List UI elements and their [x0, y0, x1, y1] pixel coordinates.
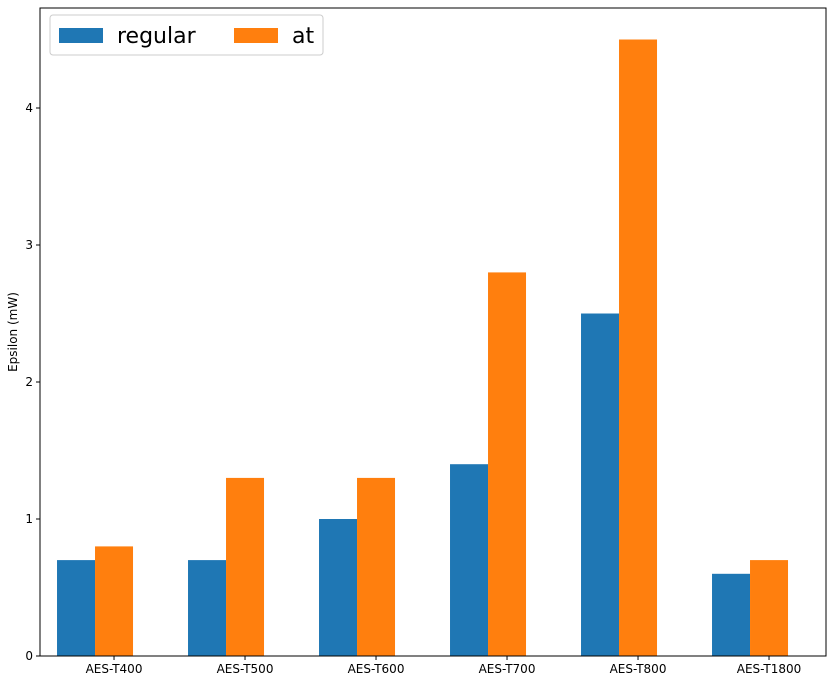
x-tick-label: AES-T500	[217, 662, 274, 676]
y-tick-label: 0	[25, 649, 33, 663]
legend: regular at	[49, 14, 324, 56]
y-tick-label: 1	[25, 512, 33, 526]
legend-box	[49, 14, 324, 56]
bar-regular-AES-T1800	[712, 573, 751, 656]
bar-regular-AES-T800	[581, 313, 620, 656]
y-axis-label: Epsilon (mW)	[6, 292, 20, 372]
bar-regular-AES-T500	[188, 560, 227, 656]
x-tick-label: AES-T600	[348, 662, 405, 676]
legend-label-regular: regular	[117, 24, 197, 49]
x-tick-label: AES-T400	[86, 662, 143, 676]
bar-regular-AES-T600	[319, 519, 358, 656]
x-tick-label: AES-T1800	[737, 662, 802, 676]
y-tick-label: 3	[25, 238, 33, 252]
x-tick-label: AES-T800	[610, 662, 667, 676]
bar-at-AES-T1800	[750, 560, 789, 656]
bar-at-AES-T500	[226, 477, 265, 656]
bar-regular-AES-T400	[57, 560, 96, 656]
x-axis-ticks: AES-T400 AES-T500 AES-T600 AES-T700 AES-T800…	[86, 656, 802, 676]
x-tick-label: AES-T700	[479, 662, 536, 676]
bar-at-AES-T800	[619, 39, 658, 656]
y-tick-label: 2	[25, 375, 33, 389]
legend-swatch-regular	[59, 28, 103, 43]
bars-group	[57, 39, 789, 656]
bar-at-AES-T400	[95, 546, 134, 656]
bar-at-AES-T700	[488, 272, 527, 656]
y-axis-ticks: 0 1 2 3 4	[25, 101, 40, 663]
plot-frame	[39, 7, 827, 657]
bar-regular-AES-T700	[450, 464, 489, 656]
y-tick-label: 4	[25, 101, 33, 115]
legend-label-at: at	[292, 24, 314, 49]
bar-at-AES-T600	[357, 477, 396, 656]
legend-swatch-at	[234, 28, 278, 43]
